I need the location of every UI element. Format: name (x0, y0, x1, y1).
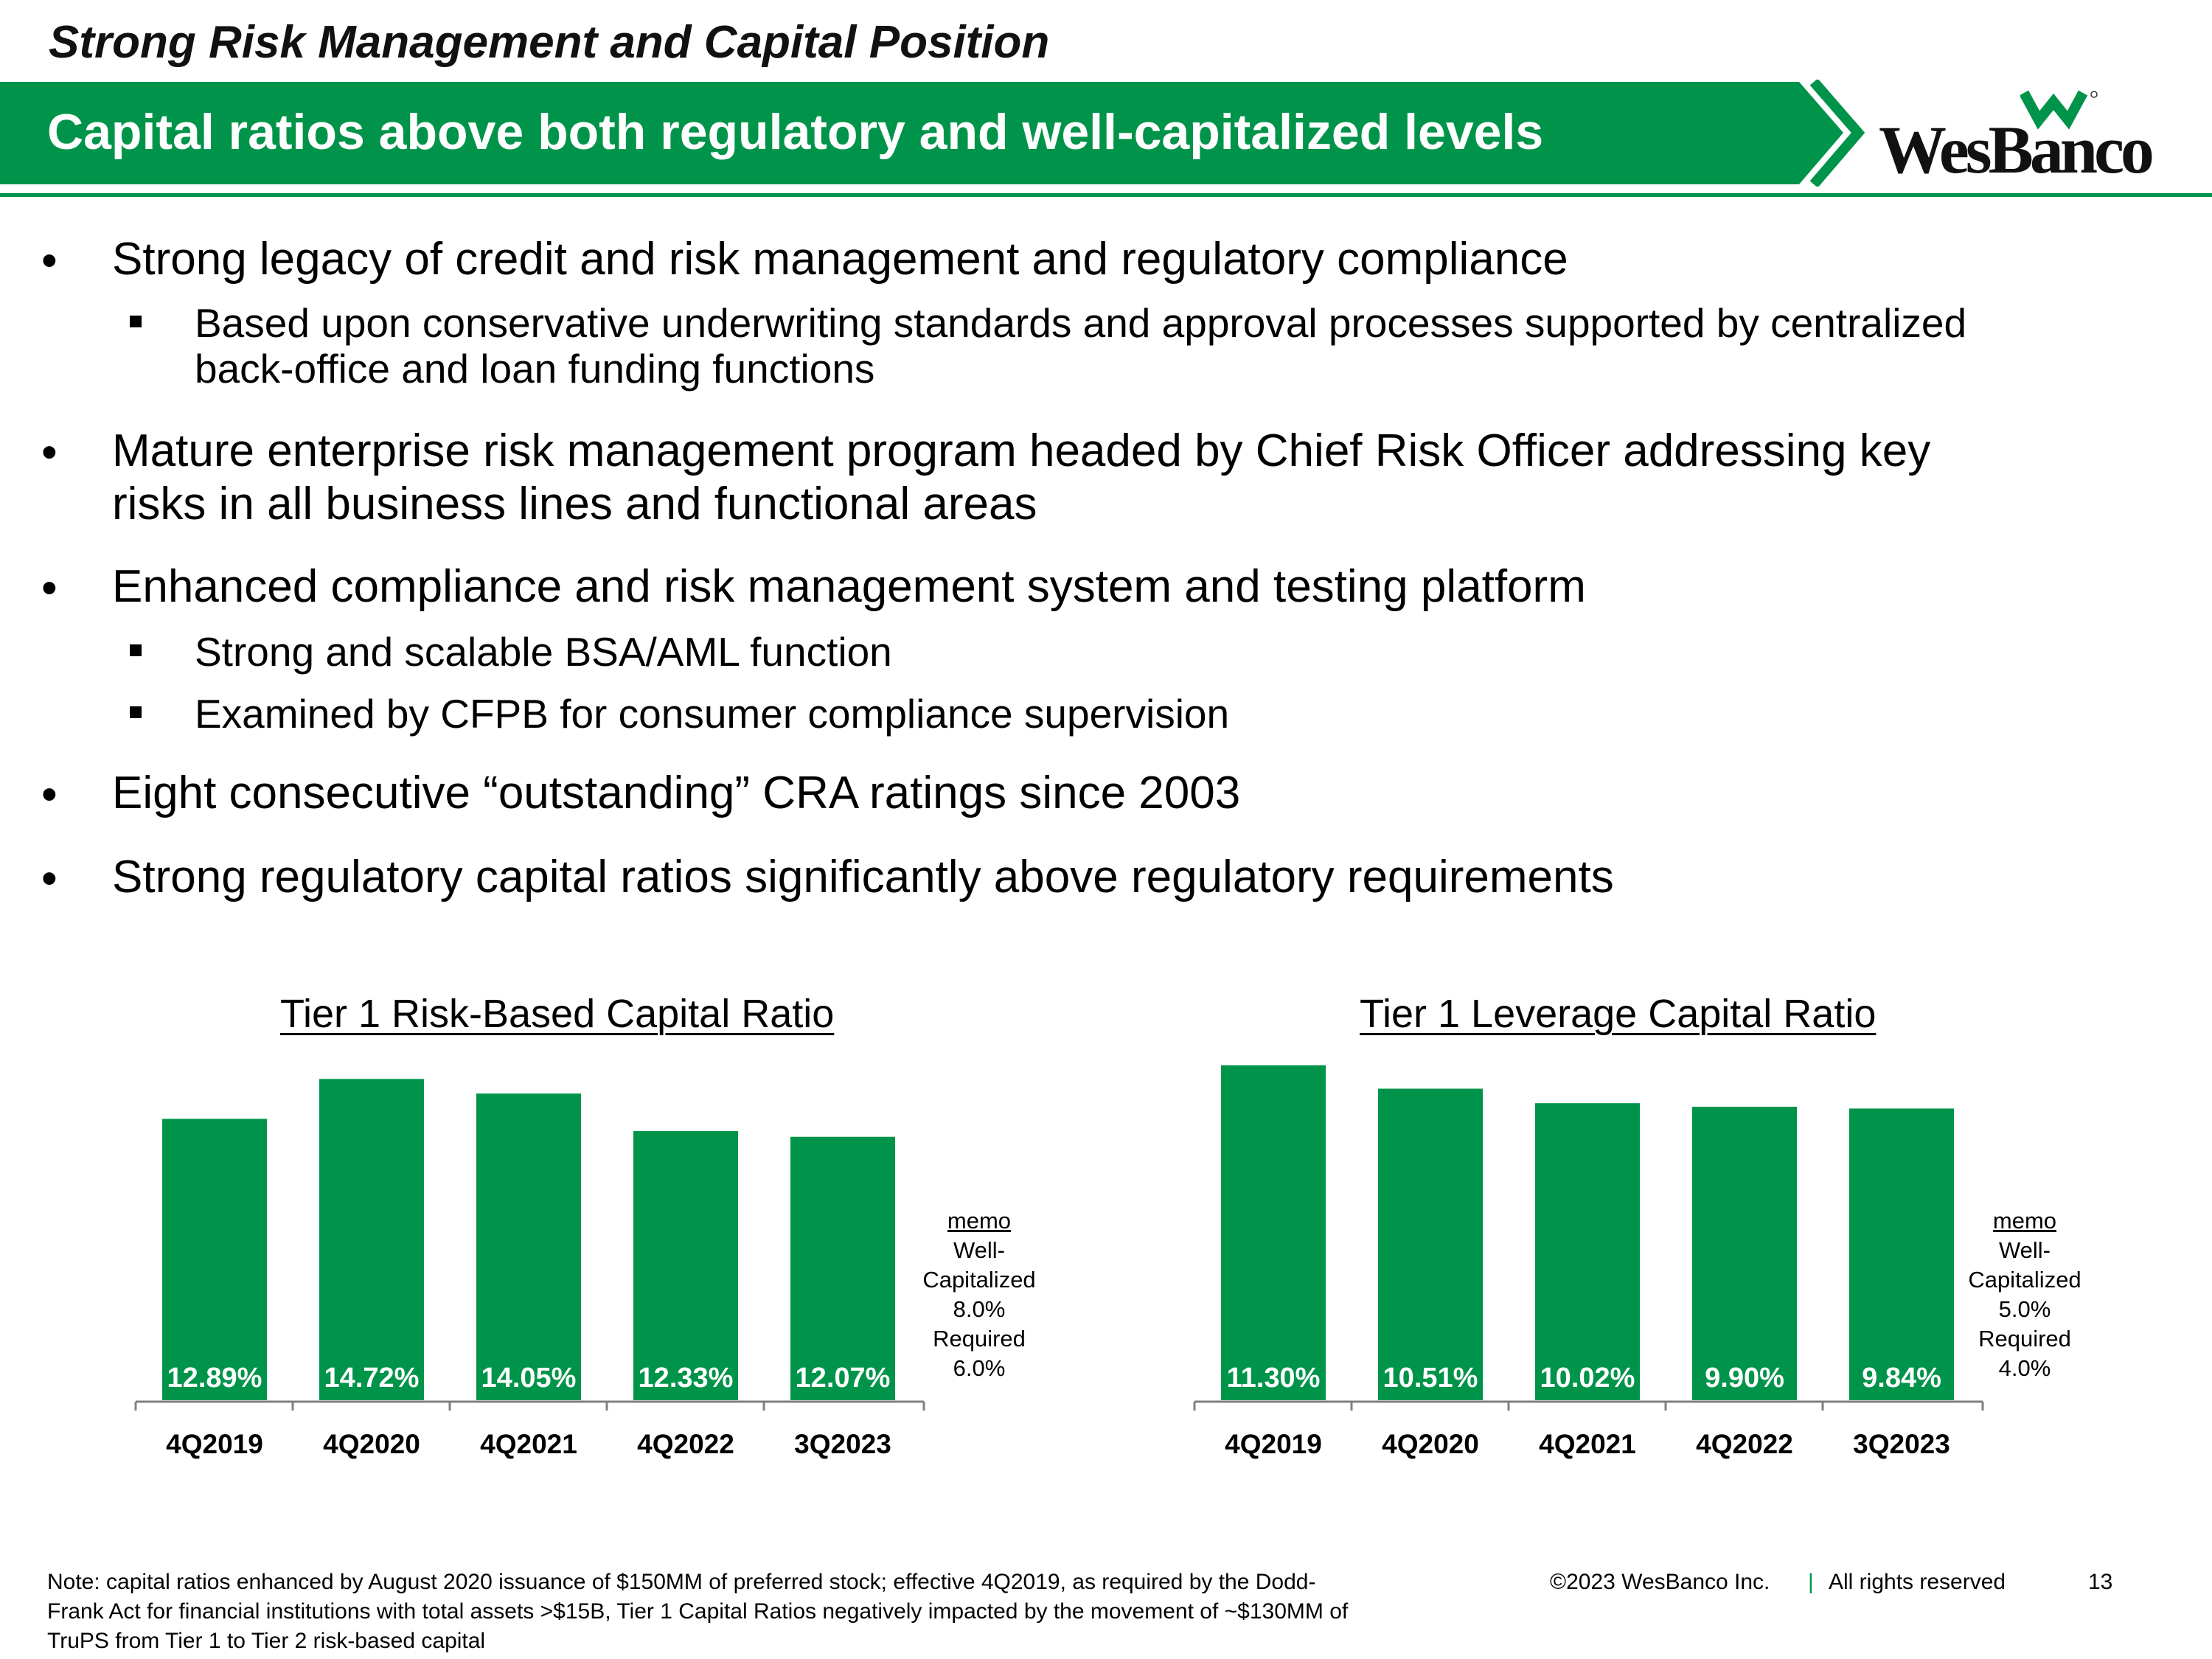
chart-leverage: 11.30% 4Q2019 10.51% 4Q2020 10.02% 4Q2021 9.90… (1193, 1065, 1984, 1459)
bar-4Q2021 (1535, 1103, 1640, 1400)
bullet-5: Strong regulatory capital ratios signifi… (112, 852, 1614, 902)
chart-title-leverage: Tier 1 Leverage Capital Ratio (1360, 992, 1877, 1036)
page-title: Strong Risk Management and Capital Posit… (49, 17, 1050, 68)
memo-line: 6.0% (953, 1355, 1006, 1381)
sub-bullet-square (130, 644, 142, 656)
bar-4Q2019 (162, 1119, 267, 1400)
memo-risk-based: memo Well- Capitalized 8.0% Required 6.0… (905, 1206, 1053, 1383)
memo-line: Capitalized (1968, 1267, 2081, 1293)
bullet-dot: • (41, 853, 58, 904)
chart-title-risk-based: Tier 1 Risk-Based Capital Ratio (280, 992, 835, 1036)
data-label: 14.72% (324, 1363, 420, 1394)
memo-label: memo (947, 1208, 1012, 1234)
x-tick-label: 4Q2020 (323, 1429, 420, 1459)
data-label: 12.89% (167, 1363, 262, 1394)
bar-4Q2022 (633, 1131, 738, 1400)
x-tick-label: 4Q2019 (1225, 1429, 1322, 1459)
footnote-line-3: TruPS from Tier 1 to Tier 2 risk-based c… (47, 1629, 486, 1653)
memo-line: Required (933, 1326, 1026, 1352)
copyright: ©2023 WesBanco Inc. (1550, 1570, 1770, 1594)
memo-line: Required (1978, 1326, 2071, 1352)
data-label: 10.51% (1383, 1363, 1478, 1394)
x-tick-label: 4Q2022 (1696, 1429, 1793, 1459)
bar-4Q2019 (1221, 1065, 1326, 1400)
data-label: 12.07% (796, 1363, 891, 1394)
memo-line: 5.0% (1998, 1296, 2051, 1322)
memo-line: Well- (953, 1237, 1006, 1263)
chevron-arrow-icon (1770, 80, 1865, 187)
footnote-line-1: Note: capital ratios enhanced by August … (47, 1570, 1316, 1594)
data-label: 10.02% (1540, 1363, 1635, 1394)
sub-bullet-1-line2: back-office and loan funding functions (195, 346, 875, 392)
x-tick-label: 4Q2020 (1382, 1429, 1479, 1459)
bullet-4: Eight consecutive “outstanding” CRA rati… (112, 768, 1241, 818)
bullet-1: Strong legacy of credit and risk managem… (112, 234, 1568, 285)
bar-3Q2023 (790, 1136, 895, 1400)
bullet-dot: • (41, 769, 58, 820)
logo-mark-icon (2020, 90, 2098, 130)
bullet-dot: • (41, 427, 58, 478)
bullet-dot: • (41, 235, 58, 286)
memo-line: 4.0% (1998, 1355, 2051, 1381)
page-number: 13 (2088, 1570, 2113, 1594)
footer-separator: | (1808, 1570, 1814, 1594)
memo-line: 8.0% (953, 1296, 1006, 1322)
sub-bullet-1-line1: Based upon conservative underwriting sta… (195, 300, 1967, 346)
sub-bullet-square (130, 706, 142, 718)
bar-4Q2020 (1378, 1088, 1483, 1400)
data-label: 12.33% (639, 1363, 734, 1394)
wesbanco-logo: WesBanco (1879, 112, 2154, 187)
header-divider (0, 193, 2212, 197)
memo-label: memo (1992, 1208, 2057, 1234)
bullet-3: Enhanced compliance and risk management … (112, 561, 1586, 612)
banner-heading: Capital ratios above both regulatory and… (47, 104, 1544, 160)
bar-4Q2021 (476, 1093, 581, 1400)
x-tick-label: 4Q2022 (637, 1429, 734, 1459)
memo-line: Capitalized (922, 1267, 1036, 1293)
x-tick-label: 4Q2019 (166, 1429, 263, 1459)
bullet-2-line1: Mature enterprise risk management progra… (112, 425, 1931, 476)
data-label: 11.30% (1227, 1363, 1321, 1394)
data-label: 9.90% (1705, 1363, 1784, 1394)
sub-bullet-3a: Strong and scalable BSA/AML function (195, 629, 892, 675)
x-tick-label: 4Q2021 (1539, 1429, 1636, 1459)
data-label: 14.05% (481, 1363, 577, 1394)
footnote-line-2: Frank Act for financial institutions wit… (47, 1599, 1349, 1624)
x-tick-label: 3Q2023 (794, 1429, 891, 1459)
rights-text: All rights reserved (1829, 1570, 2006, 1594)
x-tick-label: 3Q2023 (1853, 1429, 1950, 1459)
data-label: 9.84% (1862, 1363, 1941, 1394)
bar-4Q2020 (319, 1079, 424, 1400)
chart-risk-based: 12.89% 4Q2019 14.72% 4Q2020 14.05% 4Q2021 12.3… (134, 1079, 925, 1459)
sub-bullet-square (130, 316, 142, 327)
bullet-dot: • (41, 563, 58, 613)
bar-3Q2023 (1849, 1108, 1954, 1400)
x-tick-label: 4Q2021 (480, 1429, 577, 1459)
bar-4Q2022 (1692, 1107, 1797, 1400)
memo-leverage: memo Well- Capitalized 5.0% Required 4.0… (1951, 1206, 2098, 1383)
sub-bullet-3b: Examined by CFPB for consumer compliance… (195, 691, 1230, 737)
title-banner (0, 82, 1799, 184)
memo-line: Well- (1998, 1237, 2051, 1263)
bullet-2-line2: risks in all business lines and function… (112, 479, 1037, 529)
